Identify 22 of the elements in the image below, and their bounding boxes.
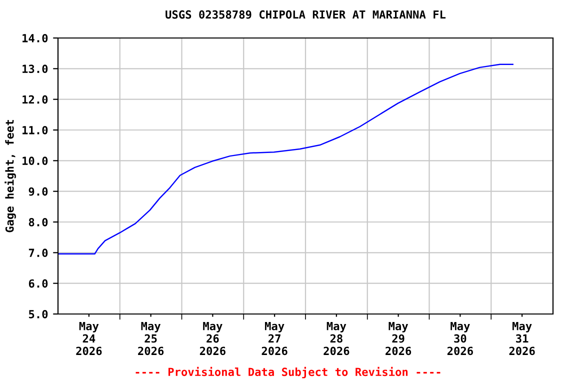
y-tick-label: 6.0 xyxy=(28,279,48,288)
x-tick-label: May 31 2026 xyxy=(509,322,535,356)
y-axis-title: Gage height, feet xyxy=(4,120,16,232)
y-tick-label: 7.0 xyxy=(28,248,48,258)
x-tick-label: May 28 2026 xyxy=(324,322,350,356)
x-tick-label: May 29 2026 xyxy=(386,322,412,356)
line-series xyxy=(58,64,514,255)
y-tick-label: 11.0 xyxy=(22,126,48,134)
y-tick-label: 10.0 xyxy=(22,156,48,166)
y-tick-label: 14.0 xyxy=(22,34,48,42)
x-tick-label: May 26 2026 xyxy=(200,322,226,356)
chart-title: USGS 02358789 CHIPOLA RIVER AT MARIANNA FL xyxy=(166,10,446,19)
x-tick-label: May 27 2026 xyxy=(262,322,288,356)
y-tick-label: 8.0 xyxy=(28,218,48,226)
x-tick-label: May 30 2026 xyxy=(447,322,473,356)
y-tick-label: 9.0 xyxy=(28,187,48,196)
y-tick-label: 13.0 xyxy=(22,64,48,74)
text: ---- Provisional Data Subject to Revision ---- xyxy=(136,366,440,378)
x-tick-label: May 24 2026 xyxy=(76,322,102,356)
y-tick-label: 12.0 xyxy=(22,95,48,104)
y-tick-label: 5.0 xyxy=(28,310,48,318)
x-tick-label: May 25 2026 xyxy=(138,322,164,356)
